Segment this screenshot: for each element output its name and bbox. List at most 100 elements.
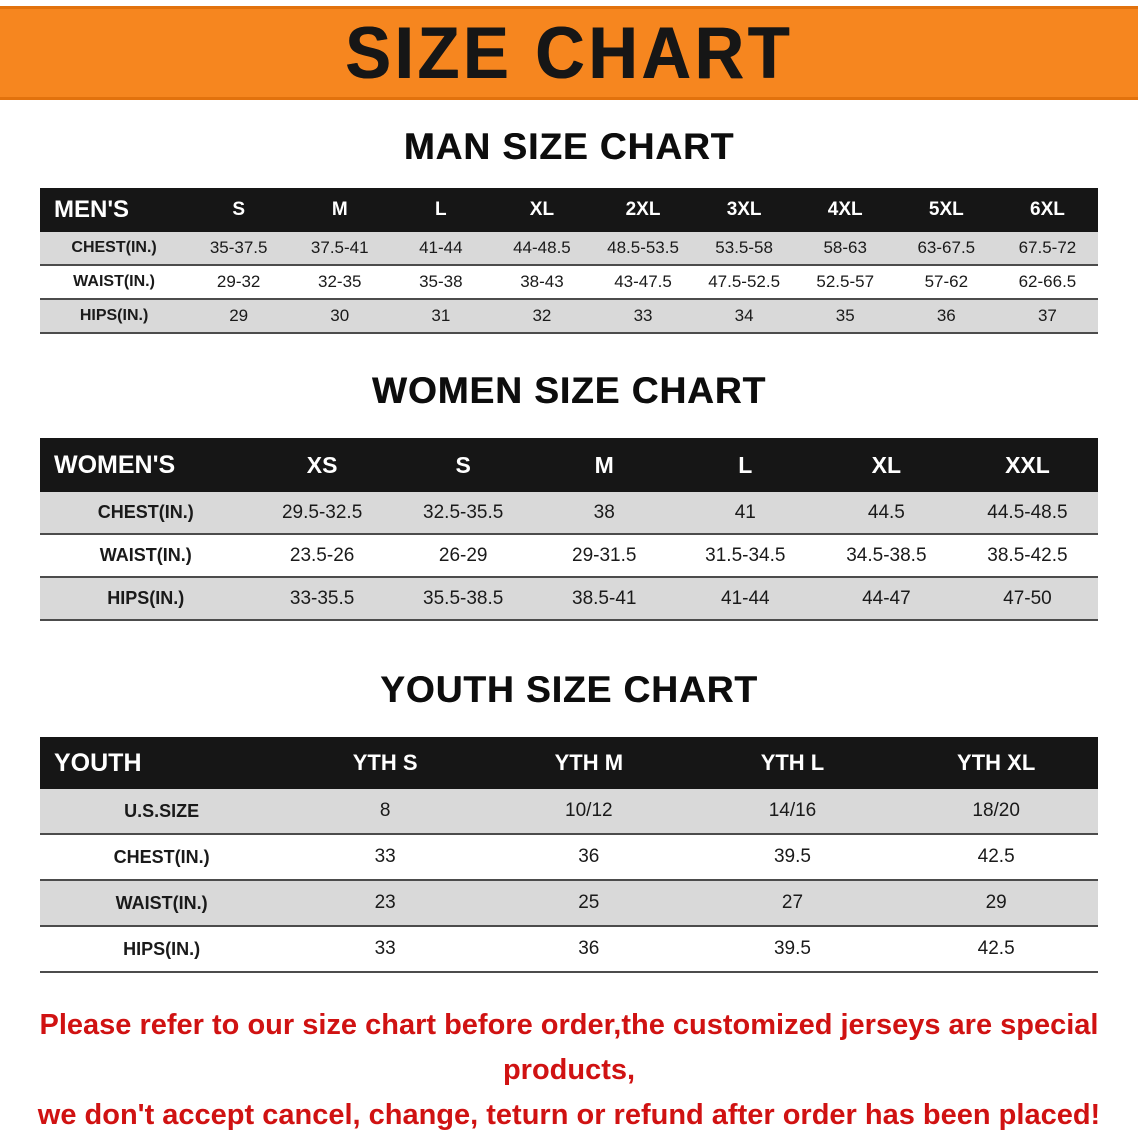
size-value-cell: 23.5-26 <box>289 544 355 566</box>
size-value-cell: 23 <box>374 892 396 913</box>
size-value-cell: 33 <box>374 938 396 959</box>
table-row: U.S.SIZE 8 10/12 14/16 18/20 <box>40 788 1098 834</box>
size-column-header: L <box>390 188 492 232</box>
table-header-row: MEN'S S M L XL 2XL 3XL 4XL 5XL 6XL <box>40 188 1098 232</box>
table-row: WAIST(IN.) 29-32 32-35 35-38 38-43 43-47.5 47.… <box>40 265 1098 299</box>
table-row: WAIST(IN.) 23 25 27 29 <box>40 880 1098 926</box>
size-value-cell: 36 <box>578 938 600 959</box>
size-column-header: XXL <box>956 438 1098 492</box>
size-value-cell: 27 <box>781 892 804 913</box>
size-column-header: 5XL <box>895 188 997 232</box>
size-value-cell: 34 <box>734 306 754 325</box>
size-value-cell: 35-37.5 <box>209 238 268 257</box>
size-column-header: 3XL <box>693 188 795 232</box>
youth-size-table: YOUTH YTH S YTH M YTH L YTH XL U.S.SIZE 8 10/12… <box>40 737 1098 973</box>
size-value-cell: 52.5-57 <box>816 272 875 291</box>
size-value-cell: 38.5-42.5 <box>987 544 1068 566</box>
banner: SIZE CHART <box>0 6 1138 100</box>
size-value-cell: 67.5-72 <box>1018 238 1077 257</box>
size-value-cell: 32-35 <box>318 272 362 291</box>
row-label-cell: CHEST(IN.) <box>97 502 194 522</box>
size-value-cell: 31.5-34.5 <box>705 544 786 566</box>
size-value-cell: 41-44 <box>721 587 770 609</box>
size-value-cell: 32 <box>532 306 552 325</box>
table-row: CHEST(IN.) 33 36 39.5 42.5 <box>40 834 1098 880</box>
size-value-cell: 38 <box>593 501 615 523</box>
size-column-header: XL <box>815 438 957 492</box>
size-value-cell: 29-32 <box>216 272 261 291</box>
row-label-cell: HIPS(IN.) <box>107 588 185 608</box>
table-row: HIPS(IN.) 33-35.5 35.5-38.5 38.5-41 41-44 44-… <box>40 577 1098 620</box>
size-value-cell: 48.5-53.5 <box>607 238 679 257</box>
size-column-header: 4XL <box>794 188 896 232</box>
size-value-cell: 34.5-38.5 <box>846 544 927 566</box>
size-column-header: S <box>392 438 534 492</box>
row-label-cell: CHEST(IN.) <box>71 239 157 256</box>
size-value-cell: 18/20 <box>972 800 1020 821</box>
size-value-cell: 35.5-38.5 <box>423 587 504 609</box>
size-column-header: YTH M <box>486 737 691 789</box>
size-value-cell: 10/12 <box>565 800 613 821</box>
size-value-cell: 53.5-58 <box>715 238 773 257</box>
size-value-cell: 63-67.5 <box>917 238 976 257</box>
table-row: WAIST(IN.) 23.5-26 26-29 29-31.5 31.5-34.5 34… <box>40 534 1098 577</box>
size-column-header: L <box>674 438 816 492</box>
row-label-cell: HIPS(IN.) <box>123 938 201 959</box>
size-column-header: M <box>533 438 675 492</box>
size-value-cell: 35-38 <box>419 272 463 291</box>
size-value-cell: 41-44 <box>419 238 463 257</box>
women-size-table: WOMEN'S XS S M L XL XXL CHEST(IN.) 29.5-32.5 32.5… <box>40 438 1098 621</box>
size-value-cell: 30 <box>330 306 350 325</box>
table-header-row: YOUTH YTH S YTH M YTH L YTH XL <box>40 737 1098 789</box>
size-value-cell: 47.5-52.5 <box>708 272 781 291</box>
size-value-cell: 44.5-48.5 <box>987 501 1068 523</box>
men-section-title: MAN SIZE CHART <box>403 126 735 167</box>
size-value-cell: 37 <box>1037 306 1057 325</box>
size-value-cell: 25 <box>578 892 600 913</box>
youth-section-title: YOUTH SIZE CHART <box>380 669 758 710</box>
size-value-cell: 57-62 <box>924 272 969 291</box>
size-value-cell: 42.5 <box>977 846 1015 867</box>
size-column-header: S <box>188 188 290 232</box>
size-value-cell: 33-35.5 <box>289 587 355 609</box>
size-value-cell: 29.5-32.5 <box>281 501 363 523</box>
size-value-cell: 37.5-41 <box>310 238 369 257</box>
row-label-cell: WAIST(IN.) <box>115 892 208 913</box>
size-value-cell: 31 <box>431 306 451 325</box>
size-column-header: 6XL <box>996 188 1098 232</box>
size-column-header: M <box>289 188 391 232</box>
table-row: CHEST(IN.) 29.5-32.5 32.5-35.5 38 41 44.5 44.5… <box>40 491 1098 534</box>
size-value-cell: 32.5-35.5 <box>423 501 504 523</box>
size-value-cell: 39.5 <box>773 846 811 867</box>
size-value-cell: 35 <box>835 306 855 325</box>
size-value-cell: 58-63 <box>823 238 867 257</box>
size-column-header: 2XL <box>592 188 694 232</box>
size-value-cell: 38.5-41 <box>572 587 637 609</box>
size-value-cell: 41 <box>734 501 756 523</box>
size-column-header: YTH S <box>283 737 487 789</box>
size-value-cell: 38-43 <box>520 272 564 291</box>
size-value-cell: 29 <box>985 892 1007 913</box>
size-value-cell: 14/16 <box>768 800 817 821</box>
order-notice-line-2: we don't accept cancel, change, teturn o… <box>37 1098 1101 1131</box>
size-value-cell: 29 <box>229 306 249 325</box>
row-label-cell: HIPS(IN.) <box>79 307 149 324</box>
table-row: CHEST(IN.) 35-37.5 37.5-41 41-44 44-48.5 48.5… <box>40 231 1098 265</box>
row-label-cell: U.S.SIZE <box>124 800 200 821</box>
size-value-cell: 33 <box>633 306 653 325</box>
men-size-section: MAN SIZE CHART MEN'S S M L XL 2XL 3XL 4XL 5XL 6XL… <box>0 126 1138 334</box>
table-header-row: WOMEN'S XS S M L XL XXL <box>40 438 1098 492</box>
size-column-header: YTH L <box>690 737 895 789</box>
order-notice-line-1: Please refer to our size chart before or… <box>39 1009 1099 1086</box>
size-value-cell: 36 <box>936 306 956 325</box>
size-column-header: XS <box>251 438 393 492</box>
size-column-header: YTH XL <box>894 737 1098 789</box>
row-label-cell: WAIST(IN.) <box>73 273 155 290</box>
size-value-cell: 44-47 <box>862 587 911 609</box>
row-label-cell: WAIST(IN.) <box>99 545 192 565</box>
row-label-cell: CHEST(IN.) <box>113 846 210 867</box>
size-value-cell: 43-47.5 <box>614 272 672 291</box>
size-value-cell: 44.5 <box>867 501 905 523</box>
table-title-cell: MEN'S <box>40 188 189 232</box>
